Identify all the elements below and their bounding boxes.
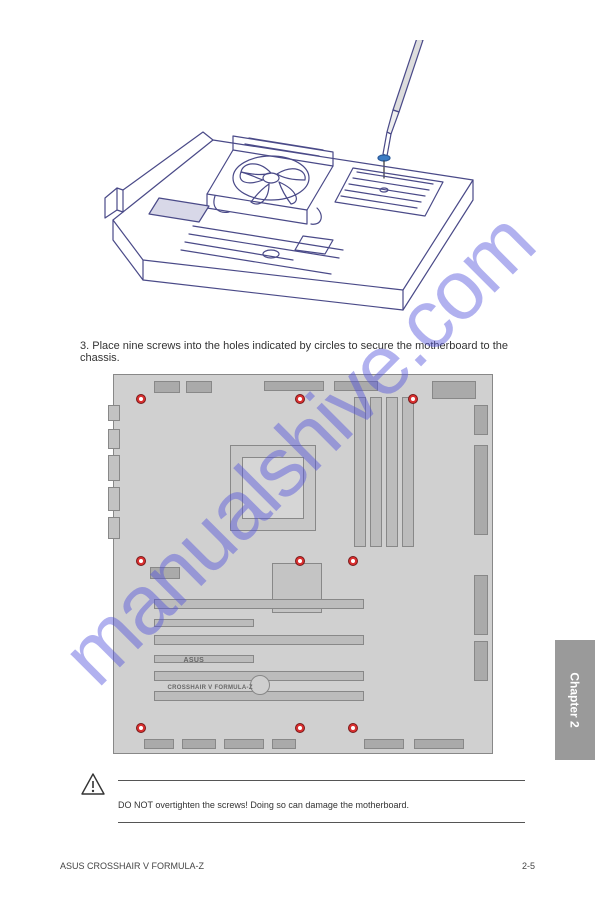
screw-hole-4 [136, 556, 146, 566]
page-content: 3. Place nine screws into the holes indi… [0, 0, 595, 897]
page-footer: ASUS CROSSHAIR V FORMULA-Z 2-5 [60, 861, 535, 871]
warning-row: DO NOT overtighten the screws! Doing so … [60, 772, 545, 841]
screw-hole-9 [348, 723, 358, 733]
board-top-view: ASUS CROSSHAIR V FORMULA-Z [113, 374, 493, 754]
screw-hole-1 [136, 394, 146, 404]
illustration-motherboard-install [93, 40, 513, 320]
footer-product: ASUS CROSSHAIR V FORMULA-Z [60, 861, 204, 871]
board-logo-text: ASUS [184, 657, 205, 664]
step-3-text: 3. Place nine screws into the holes indi… [80, 340, 545, 364]
board-model-text: CROSSHAIR V FORMULA-Z [168, 685, 253, 691]
motherboard-line-art [93, 40, 513, 320]
warning-text: DO NOT overtighten the screws! Doing so … [118, 799, 525, 812]
screw-hole-8 [295, 723, 305, 733]
screw-hole-2 [295, 394, 305, 404]
screw-hole-3 [408, 394, 418, 404]
footer-page-number: 2-5 [522, 861, 535, 871]
warning-content: DO NOT overtighten the screws! Doing so … [118, 772, 525, 841]
screw-hole-7 [136, 723, 146, 733]
warning-triangle-icon [80, 772, 106, 796]
screw-hole-6 [348, 556, 358, 566]
